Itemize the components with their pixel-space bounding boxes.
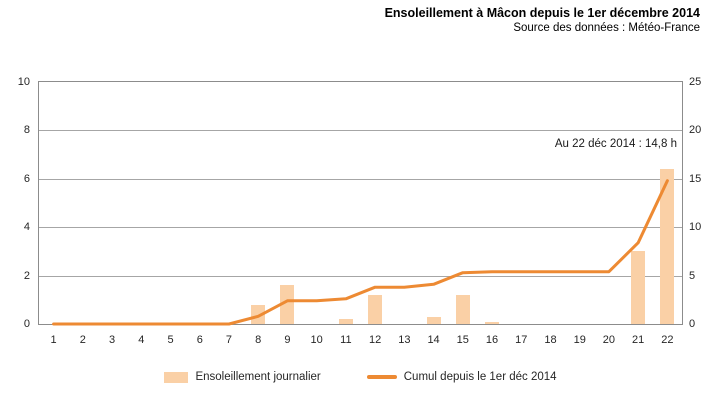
legend-item-bars: Ensoleillement journalier [164,371,321,383]
annotation-label: Au 22 déc 2014 : 14,8 h [554,138,677,150]
daily-sunshine-bar [251,305,265,324]
left-axis-tick: 10 [17,76,30,88]
chart-title: Ensoleillement à Mâcon depuis le 1er déc… [384,6,700,20]
x-axis-tick: 21 [632,334,645,346]
left-axis-tick: 4 [23,221,30,234]
left-axis-tick: 2 [23,269,30,282]
x-axis-tick: 1 [50,334,57,346]
x-axis-tick: 20 [602,334,616,346]
chart-header: Ensoleillement à Mâcon depuis le 1er déc… [385,5,700,36]
x-axis-tick: 10 [310,334,323,346]
x-axis-tick: 13 [398,334,411,346]
left-axis-tick: 6 [23,172,30,185]
x-axis-tick: 17 [515,334,528,346]
right-axis-tick: 5 [689,269,696,282]
daily-sunshine-bar [631,251,645,324]
right-axis-tick: 10 [689,221,702,234]
line-series [52,179,669,326]
legend-label-line: Cumul depuis le 1er déc 2014 [403,371,557,383]
x-axis-tick: 14 [427,334,440,346]
legend-label-bars: Ensoleillement journalier [195,371,321,383]
x-axis-tick: 4 [138,334,145,346]
gridline [39,227,682,228]
daily-sunshine-bar [339,319,353,324]
x-axis-tick: 8 [255,334,262,346]
x-axis-tick: 5 [167,334,174,346]
daily-sunshine-bar [660,169,674,324]
legend-item-line: Cumul depuis le 1er déc 2014 [366,371,557,383]
daily-sunshine-bar [456,295,470,324]
bar-swatch-icon [164,371,189,383]
x-axis-tick: 15 [456,334,469,346]
right-axis-tick: 25 [689,76,702,88]
daily-sunshine-bar [485,322,499,324]
cumulative-line [52,179,669,326]
daily-sunshine-bar [427,317,441,324]
daily-sunshine-bar [280,285,294,324]
x-axis-tick: 11 [340,334,352,346]
line-swatch-icon [366,375,397,379]
left-axis-tick: 0 [23,318,30,330]
right-axis-tick: 15 [689,172,702,185]
right-axis-tick: 0 [689,318,696,330]
x-axis-tick: 9 [284,334,291,346]
x-axis-tick: 7 [225,334,233,346]
x-axis-tick: 16 [485,334,499,346]
daily-sunshine-bar [368,295,382,324]
x-axis-tick: 3 [109,334,116,346]
plot-area [38,81,683,326]
gridline [39,130,682,131]
x-axis-tick: 6 [196,334,203,346]
x-axis-tick: 18 [544,334,557,346]
legend: Ensoleillement journalier Cumul depuis l… [38,371,683,383]
x-axis-tick: 19 [573,334,586,346]
gridline [39,179,682,180]
right-axis-tick: 20 [689,124,702,137]
x-axis-tick: 12 [368,334,382,346]
left-axis-tick: 8 [23,124,30,137]
chart-subtitle: Source des données : Météo-France [513,22,700,34]
x-axis-tick: 22 [661,334,674,346]
gridline [39,276,682,277]
x-axis-tick: 2 [79,334,86,346]
